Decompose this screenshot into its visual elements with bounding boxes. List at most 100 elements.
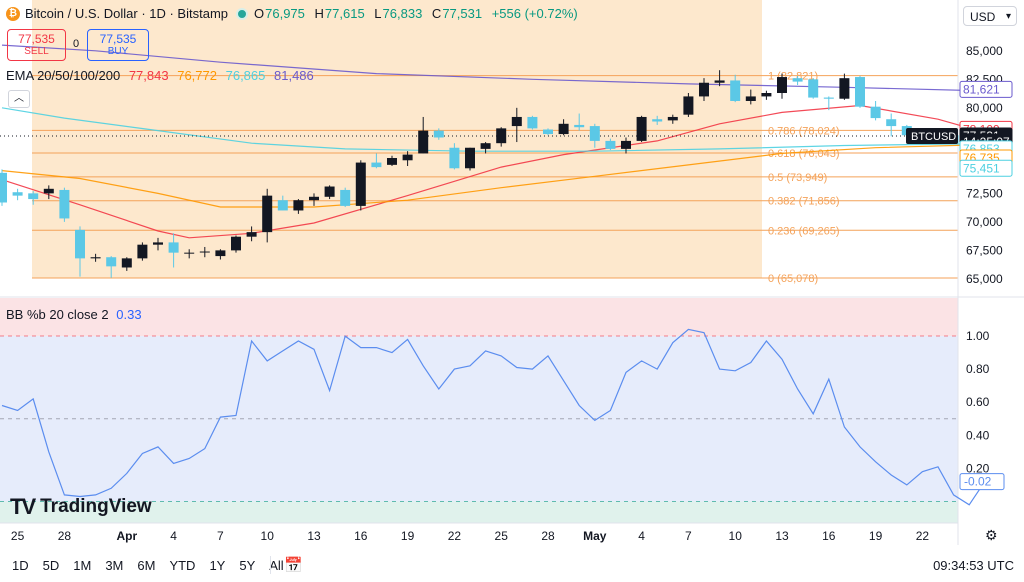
time-tick-label: 28 — [541, 529, 555, 543]
price-tick-label: 67,500 — [966, 243, 1003, 257]
price-tick-label: 70,000 — [966, 215, 1003, 229]
currency-select[interactable]: USD ▾ — [963, 6, 1017, 26]
price-tick-label: 85,000 — [966, 44, 1003, 58]
price-badge-label: 81,621 — [963, 82, 1000, 96]
candle — [355, 162, 366, 206]
candle — [184, 252, 195, 254]
candle — [870, 106, 881, 119]
time-tick-label: 10 — [261, 529, 275, 543]
candle — [761, 93, 772, 97]
candle — [59, 189, 70, 219]
bb-label: BB %b 20 close 2 — [6, 307, 109, 322]
candle — [558, 123, 569, 135]
buy-price: 77,535 — [99, 32, 137, 46]
candle — [153, 242, 163, 245]
utc-clock[interactable]: 09:34:53 UTC — [933, 558, 1014, 573]
fib-level-label: 0.382 (71,856) — [768, 196, 840, 208]
time-tick-label: May — [583, 529, 607, 543]
sell-label: SELL — [24, 46, 49, 57]
range-selector: 1D 5D 1M 3M 6M YTD 1Y 5Y All — [12, 558, 284, 573]
candle — [433, 130, 444, 138]
time-tick-label: 4 — [170, 529, 177, 543]
candle — [589, 126, 600, 141]
gear-icon[interactable]: ⚙ — [985, 527, 998, 543]
candle — [792, 78, 803, 82]
chevron-up-icon: ︿ — [14, 93, 24, 104]
candle — [199, 251, 210, 253]
sell-button[interactable]: 77,535 SELL — [7, 29, 66, 61]
range-1y[interactable]: 1Y — [209, 558, 226, 573]
price-badge — [959, 80, 1013, 98]
bb-overbought-zone — [0, 298, 958, 337]
fib-level-label: 0.236 (69,265) — [768, 225, 840, 237]
ema-line-0 — [1, 104, 985, 239]
range-1d[interactable]: 1D — [12, 558, 29, 573]
bb-band-fill — [0, 336, 958, 502]
collapse-legend-button[interactable]: ︿ — [8, 90, 30, 108]
ema-20-value: 77,843 — [128, 68, 169, 83]
tradingview-logo[interactable]: TV TradingView — [10, 494, 152, 520]
logo-text: TradingView — [40, 496, 152, 517]
candle — [667, 116, 678, 121]
candle — [652, 119, 663, 122]
bb-tick-label: 0.80 — [966, 362, 990, 376]
time-tick-label: 19 — [401, 529, 415, 543]
symbol-title: Bitcoin / U.S. Dollar · 1D · Bitstamp — [25, 6, 228, 21]
time-tick-label: 25 — [495, 529, 509, 543]
price-tick-label: 80,000 — [966, 101, 1003, 115]
candle — [371, 162, 382, 168]
calendar-icon[interactable]: 📅 — [284, 557, 303, 574]
tradingview-logo-icon: TV — [10, 494, 36, 519]
candle — [714, 80, 725, 83]
range-6m[interactable]: 6M — [137, 558, 156, 573]
time-tick-label: 22 — [448, 529, 462, 543]
bb-value: 0.33 — [116, 307, 142, 322]
range-3m[interactable]: 3M — [105, 558, 124, 573]
candle — [168, 242, 179, 253]
candle — [480, 143, 491, 149]
bb-legend[interactable]: BB %b 20 close 2 0.33 — [6, 307, 142, 322]
range-1m[interactable]: 1M — [73, 558, 92, 573]
bb-last-badge — [959, 473, 1005, 491]
candle — [855, 77, 865, 107]
candle — [277, 200, 288, 211]
candle — [309, 196, 319, 201]
time-tick-label: 16 — [354, 529, 368, 543]
symbol-header[interactable]: ₿ Bitcoin / U.S. Dollar · 1D · Bitstamp … — [6, 6, 584, 21]
candle — [90, 257, 101, 259]
candle — [823, 97, 834, 99]
toolbar-divider — [270, 556, 271, 574]
time-tick-label: 7 — [685, 529, 692, 543]
ema-label: EMA 20/50/100/200 — [6, 68, 121, 83]
range-ytd[interactable]: YTD — [169, 558, 196, 573]
ema-legend[interactable]: EMA 20/50/100/200 77,843 76,772 76,865 8… — [6, 68, 314, 83]
bb-oversold-zone — [0, 501, 958, 523]
candle — [137, 244, 148, 259]
price-badge — [959, 159, 1013, 177]
symbol-tag — [906, 127, 958, 144]
time-tick-label: 28 — [58, 529, 72, 543]
bitcoin-icon: ₿ — [6, 6, 20, 21]
spread-value: 0 — [73, 38, 80, 50]
range-5d[interactable]: 5D — [42, 558, 60, 573]
candle — [886, 119, 897, 127]
time-tick-label: 13 — [775, 529, 789, 543]
candle — [121, 258, 132, 268]
candle — [387, 158, 397, 165]
candle — [340, 189, 351, 206]
buy-button[interactable]: 77,535 BUY — [87, 29, 149, 61]
ema-100-value: 76,865 — [225, 68, 266, 83]
market-status-icon — [236, 7, 248, 20]
candle — [699, 82, 709, 97]
bb-percent-line — [1, 328, 986, 506]
time-tick-label: Apr — [116, 529, 137, 543]
sell-price: 77,535 — [18, 32, 55, 46]
candle — [28, 193, 39, 200]
bb-tick-label: 0.20 — [966, 461, 990, 475]
range-5y[interactable]: 5Y — [239, 558, 256, 573]
range-all[interactable]: All — [269, 558, 284, 573]
ohlc-values: O76,975 H77,615 L76,833 C77,531 +556 (+0… — [254, 6, 578, 21]
ema-50-value: 76,772 — [177, 68, 217, 83]
time-tick-label: 7 — [217, 529, 224, 543]
